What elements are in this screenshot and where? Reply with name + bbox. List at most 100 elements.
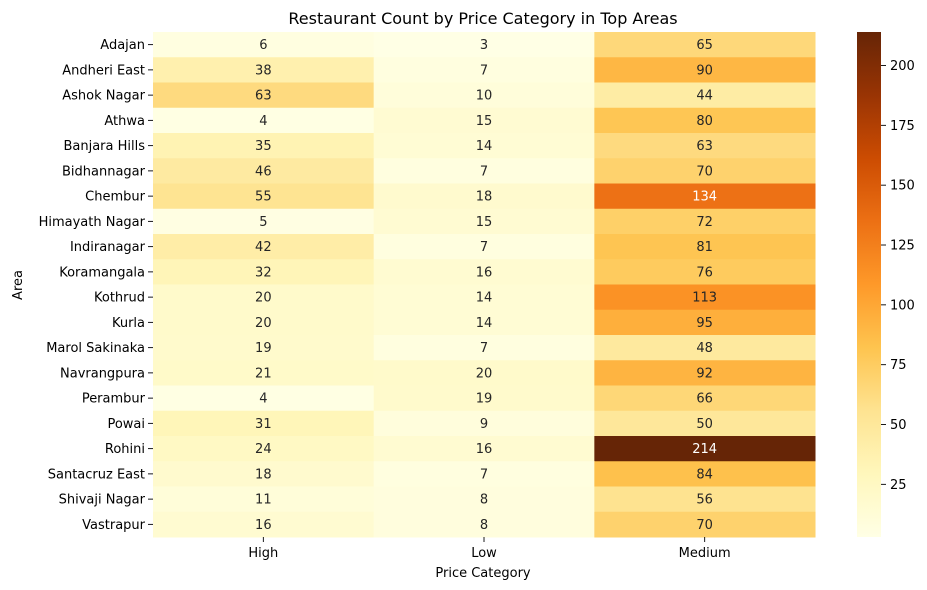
cell-value-label: 80 — [696, 114, 713, 129]
cell-value-label: 65 — [696, 38, 713, 53]
heatmap-cell — [373, 436, 595, 462]
y-tick-label: Chembur — [85, 190, 145, 205]
heatmap-cell — [373, 461, 595, 487]
heatmap-cell — [373, 309, 595, 336]
cell-value-label: 113 — [692, 291, 717, 306]
cell-value-label: 48 — [696, 341, 713, 356]
heatmap-cell — [594, 259, 816, 285]
y-tick-label: Marol Sakinaka — [46, 341, 145, 356]
heatmap-cell — [153, 309, 375, 336]
y-tick-label: Banjara Hills — [63, 139, 145, 154]
cell-value-label: 56 — [696, 493, 713, 508]
cell-value-label: 44 — [696, 89, 713, 104]
cell-value-label: 92 — [696, 366, 713, 381]
cell-value-label: 5 — [259, 215, 267, 230]
cell-value-label: 24 — [255, 442, 272, 457]
heatmap-cell — [153, 410, 375, 437]
heatmap-cell — [594, 436, 816, 462]
cell-value-label: 7 — [480, 164, 488, 179]
y-tick-label: Powai — [107, 417, 145, 432]
cell-value-label: 14 — [476, 316, 493, 331]
heatmap-cell — [373, 284, 595, 311]
y-axis-label: Area — [11, 270, 26, 300]
colorbar-tick-label: 125 — [890, 239, 915, 254]
x-tick-label: Medium — [679, 546, 731, 561]
y-tick-label: Rohini — [105, 442, 145, 457]
cell-value-label: 76 — [696, 265, 713, 280]
y-tick-label: Kothrud — [94, 291, 145, 306]
heatmap-cell — [153, 436, 375, 462]
colorbar-tick-label: 200 — [890, 59, 915, 74]
cell-value-label: 214 — [692, 442, 717, 457]
cell-value-label: 7 — [480, 240, 488, 255]
heatmap-cell — [153, 234, 375, 260]
y-tick-label: Santacruz East — [48, 467, 145, 482]
heatmap-cell — [153, 511, 375, 538]
y-tick-label: Kurla — [112, 316, 145, 331]
y-tick-label: Perambur — [82, 392, 146, 407]
y-tick-label: Himayath Nagar — [39, 215, 146, 230]
cell-value-label: 81 — [696, 240, 713, 255]
cell-value-label: 90 — [696, 63, 713, 78]
cell-value-label: 6 — [259, 38, 267, 53]
heatmap-cell — [373, 234, 595, 260]
cell-value-label: 70 — [696, 164, 713, 179]
colorbar-tick-label: 100 — [890, 298, 915, 313]
heatmap-cell — [153, 158, 375, 184]
cell-value-label: 32 — [255, 265, 272, 280]
cell-value-label: 18 — [476, 190, 493, 205]
cell-value-label: 18 — [255, 467, 272, 482]
heatmap-cell — [373, 57, 595, 83]
cell-value-label: 84 — [696, 467, 713, 482]
cell-value-label: 9 — [480, 417, 488, 432]
cell-value-label: 10 — [476, 89, 493, 104]
heatmap-cell — [594, 410, 816, 437]
cell-value-label: 11 — [255, 493, 272, 508]
cell-value-label: 14 — [476, 139, 493, 154]
heatmap-cell — [373, 335, 595, 361]
cell-value-label: 15 — [476, 114, 493, 129]
heatmap-cell — [373, 32, 595, 58]
heatmap-cell — [594, 284, 816, 311]
cell-value-label: 7 — [480, 63, 488, 78]
x-tick-label: Low — [471, 546, 497, 561]
heatmap-cell — [153, 259, 375, 285]
heatmap-cell — [373, 511, 595, 538]
heatmap-cell — [153, 486, 375, 513]
cell-value-label: 134 — [692, 190, 717, 205]
heatmap-cell — [594, 234, 816, 260]
colorbar-tick-label: 25 — [890, 478, 907, 493]
heatmap-cell — [373, 259, 595, 285]
x-axis-ticks: High Low Medium — [248, 537, 731, 561]
cell-value-label: 63 — [696, 139, 713, 154]
x-axis-label: Price Category — [435, 566, 531, 581]
heatmap-cell — [153, 461, 375, 487]
cell-value-label: 50 — [696, 417, 713, 432]
colorbar: 25 50 75 100 125 150 175 200 — [857, 32, 915, 537]
heatmap-cell — [594, 360, 816, 386]
cell-value-label: 4 — [259, 114, 267, 129]
y-tick-label: Andheri East — [62, 63, 145, 78]
y-tick-label: Vastrapur — [82, 518, 146, 533]
cell-value-label: 4 — [259, 392, 267, 407]
heatmap-cell — [594, 309, 816, 336]
heatmap-cell — [594, 511, 816, 538]
heatmap-cell — [594, 57, 816, 83]
heatmap-cell — [594, 82, 816, 109]
heatmap-cell — [153, 284, 375, 311]
heatmap-cell — [373, 360, 595, 386]
heatmap-cell — [594, 32, 816, 58]
cell-value-label: 19 — [255, 341, 272, 356]
cell-value-label: 72 — [696, 215, 713, 230]
cell-value-label: 15 — [476, 215, 493, 230]
y-tick-label: Adajan — [100, 38, 145, 53]
heatmap-cell — [373, 158, 595, 184]
y-tick-label: Ashok Nagar — [62, 89, 145, 104]
heatmap-cell — [594, 461, 816, 487]
cell-value-label: 8 — [480, 518, 488, 533]
heatmap-cell — [373, 107, 595, 134]
heatmap-cell — [373, 486, 595, 513]
heatmap-cell — [594, 486, 816, 513]
